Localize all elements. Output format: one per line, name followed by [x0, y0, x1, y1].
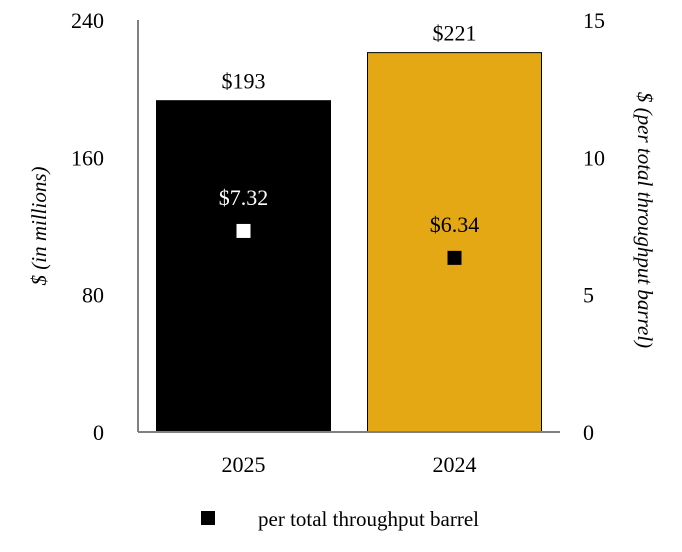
category-labels-group: 2025 2024: [222, 452, 477, 477]
marker-labels-group: $7.32 $6.34: [219, 185, 480, 237]
left-tick-160: 160: [71, 145, 104, 170]
marker-value-label-2025: $7.32: [219, 185, 269, 210]
left-tick-0: 0: [93, 420, 104, 445]
marker-2025: [236, 223, 251, 238]
legend-marker: [201, 511, 215, 525]
right-tick-15: 15: [583, 8, 605, 33]
left-ticks-group: 0 80 160 240: [71, 8, 104, 445]
bar-2024: [367, 52, 542, 433]
right-tick-10: 10: [583, 145, 605, 170]
marker-value-label-2024: $6.34: [430, 212, 480, 237]
markers-group: [236, 223, 462, 265]
bars-group: [156, 52, 542, 433]
bar-2025: [156, 100, 331, 433]
bar-labels-group: $193 $221: [222, 21, 477, 94]
category-label-2025: 2025: [222, 452, 266, 477]
legend-label: per total throughput barrel: [258, 507, 479, 531]
left-tick-240: 240: [71, 8, 104, 33]
right-tick-0: 0: [583, 420, 594, 445]
axes-group: [137, 20, 560, 433]
legend: per total throughput barrel: [201, 507, 479, 531]
left-tick-80: 80: [82, 283, 104, 308]
marker-2024: [447, 250, 462, 265]
right-tick-5: 5: [583, 283, 594, 308]
bar-value-label-2025: $193: [222, 69, 266, 94]
right-ticks-group: 0 5 10 15: [583, 8, 605, 445]
category-label-2024: 2024: [433, 452, 477, 477]
left-axis-title: $ (in millions): [27, 166, 51, 285]
bar-value-label-2024: $221: [433, 21, 477, 46]
right-axis-title: $ (per total throughput barrel): [633, 92, 657, 348]
